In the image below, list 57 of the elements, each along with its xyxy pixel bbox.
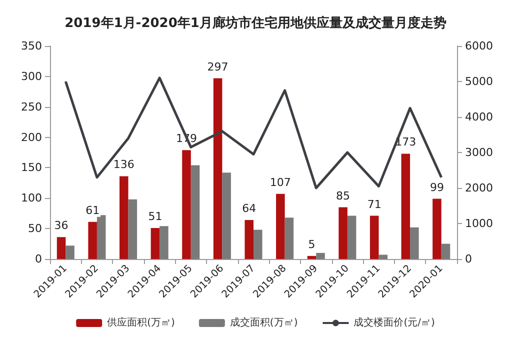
bar — [56, 237, 66, 259]
y2-tick-label: 2000 — [465, 182, 493, 194]
chart-title: 2019年1月-2020年1月廊坊市住宅用地供应量及成交量月度走势 — [64, 15, 446, 31]
data-label: 107 — [270, 176, 291, 189]
bar — [128, 199, 138, 259]
bar — [307, 256, 316, 259]
bar — [410, 227, 419, 259]
bar — [88, 222, 97, 259]
bar — [284, 218, 294, 259]
bar — [254, 230, 262, 259]
y2-tick-label: 5000 — [465, 75, 493, 88]
y2-tick-label: 1000 — [465, 217, 493, 230]
y-tick-label: 150 — [21, 161, 42, 174]
data-label: 5 — [308, 238, 316, 251]
bar — [244, 220, 254, 259]
bar — [432, 198, 442, 259]
legend-label: 供应面积(万㎡) — [107, 316, 176, 328]
y-tick-label: 0 — [35, 252, 42, 266]
y2-tick-label: 6000 — [465, 40, 493, 52]
line-series — [64, 76, 443, 190]
data-label: 36 — [54, 219, 68, 232]
legend-label: 成交面积(万㎡) — [230, 316, 298, 328]
data-label: 71 — [367, 198, 382, 211]
bar — [213, 78, 222, 259]
bar — [276, 194, 285, 259]
bar — [347, 216, 356, 259]
data-label: 61 — [86, 204, 100, 217]
bar — [401, 154, 410, 259]
bar — [96, 215, 106, 259]
bar — [190, 165, 200, 259]
bar — [378, 254, 388, 259]
legend-label: 成交楼面价(元/㎡) — [354, 316, 435, 328]
bar — [182, 150, 191, 259]
y2-tick-label: 3000 — [465, 146, 493, 159]
y-tick-label: 350 — [21, 40, 42, 52]
bar — [316, 252, 325, 259]
y-tick-label: 100 — [21, 192, 42, 205]
data-label: 99 — [430, 180, 444, 194]
bar — [370, 216, 379, 259]
y-tick-label: 250 — [21, 100, 42, 114]
bar — [338, 207, 348, 259]
bar — [120, 176, 128, 259]
y-tick-label: 200 — [21, 130, 42, 144]
y-tick-label: 300 — [21, 70, 42, 83]
bar — [222, 172, 231, 259]
y2-tick-label: 4000 — [465, 110, 493, 124]
bar — [441, 244, 450, 259]
data-label: 51 — [148, 210, 162, 223]
data-label: 64 — [242, 202, 256, 216]
y2-tick-label: 0 — [465, 252, 472, 266]
bar — [160, 226, 168, 259]
bar — [66, 246, 74, 259]
data-label: 85 — [336, 189, 350, 202]
y-tick-label: 50 — [28, 222, 42, 236]
data-label: 136 — [113, 158, 134, 172]
data-label: 297 — [207, 60, 228, 74]
bar — [150, 228, 160, 259]
